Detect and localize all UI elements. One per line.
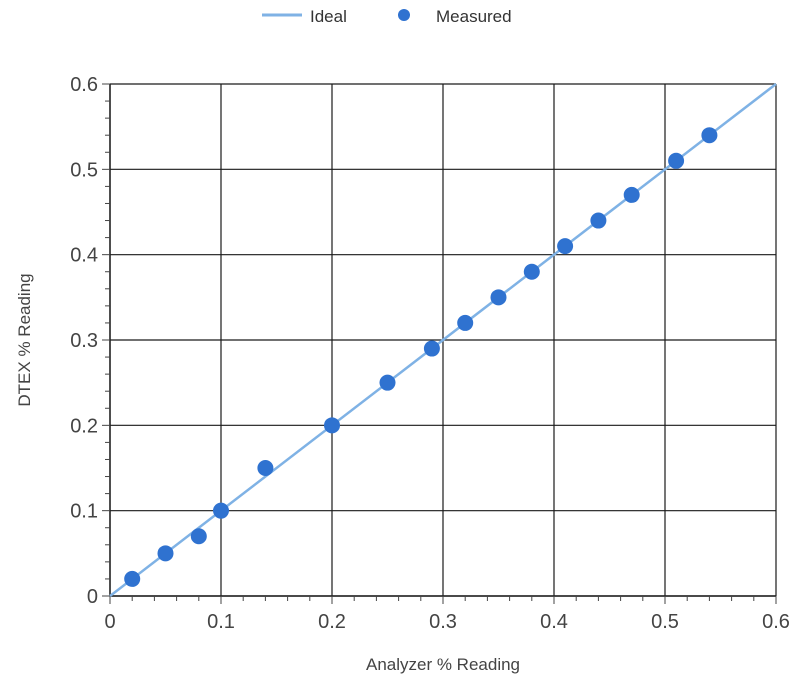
y-tick-label: 0.2 xyxy=(70,415,98,437)
y-tick-label: 0.1 xyxy=(70,501,98,523)
y-tick-labels: 0 0.1 0.2 0.3 0.4 0.5 0.6 xyxy=(70,74,98,608)
x-tick-label: 0.3 xyxy=(429,611,457,633)
data-point-measured xyxy=(379,374,396,391)
x-tick-label: 0.2 xyxy=(318,611,346,633)
data-point-measured xyxy=(523,263,540,280)
data-point-measured xyxy=(157,545,174,562)
legend-measured-label: Measured xyxy=(436,7,512,26)
axes xyxy=(102,83,777,604)
data-point-measured xyxy=(190,528,207,545)
data-point-measured xyxy=(457,314,474,331)
x-tick-label: 0.6 xyxy=(762,611,790,633)
y-axis-title: DTEX % Reading xyxy=(15,273,34,406)
data-point-measured xyxy=(668,152,685,169)
data-point-measured xyxy=(623,186,640,203)
legend: Ideal Measured xyxy=(262,7,512,26)
x-tick-label: 0.1 xyxy=(207,611,235,633)
y-tick-label: 0 xyxy=(87,586,98,608)
data-point-measured xyxy=(324,417,340,434)
series-layer xyxy=(109,83,777,597)
x-axis-title: Analyzer % Reading xyxy=(366,655,520,674)
x-tick-label: 0.5 xyxy=(651,611,679,633)
x-tick-label: 0.4 xyxy=(540,611,568,633)
x-tick-labels: 0 0.1 0.2 0.3 0.4 0.5 0.6 xyxy=(104,611,789,633)
data-point-measured xyxy=(701,127,718,144)
y-tick-label: 0.6 xyxy=(70,74,98,96)
data-point-measured xyxy=(490,289,507,306)
y-tick-label: 0.4 xyxy=(70,245,98,267)
data-point-measured xyxy=(557,238,574,255)
y-tick-label: 0.5 xyxy=(70,159,98,181)
x-tick-label: 0 xyxy=(104,611,115,633)
legend-ideal-label: Ideal xyxy=(310,7,347,26)
data-point-measured xyxy=(590,212,607,229)
data-point-measured xyxy=(423,340,440,357)
data-point-measured xyxy=(124,570,141,587)
y-tick-label: 0.3 xyxy=(70,330,98,352)
data-point-measured xyxy=(257,460,274,476)
legend-measured-swatch xyxy=(398,9,410,21)
data-point-measured xyxy=(213,502,229,519)
